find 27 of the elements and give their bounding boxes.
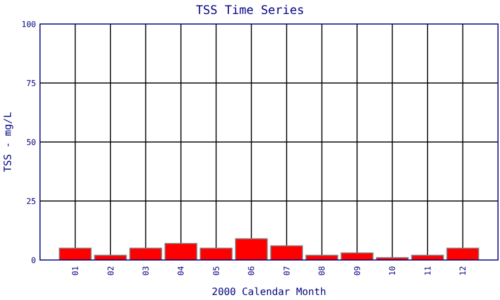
bar bbox=[58, 248, 92, 260]
bar bbox=[270, 245, 303, 260]
y-tick-label: 0 bbox=[31, 256, 36, 265]
y-tick-label: 25 bbox=[26, 196, 36, 206]
bar bbox=[446, 248, 480, 260]
x-tick-label: 08 bbox=[318, 266, 327, 276]
x-tick-label: 05 bbox=[212, 266, 221, 276]
bar bbox=[164, 242, 198, 260]
x-tick-label: 09 bbox=[352, 266, 362, 276]
bar bbox=[200, 248, 233, 260]
y-axis-title: TSS - mg/L bbox=[3, 112, 14, 172]
x-tick-label: 02 bbox=[106, 266, 116, 276]
y-tick-label: 100 bbox=[22, 20, 36, 29]
x-tick-label: 03 bbox=[141, 266, 150, 276]
bar bbox=[235, 238, 268, 260]
x-tick-label: 12 bbox=[458, 266, 468, 276]
y-tick-label: 75 bbox=[26, 78, 36, 88]
x-tick-label: 11 bbox=[423, 266, 432, 276]
chart-title: TSS Time Series bbox=[196, 3, 304, 17]
x-tick-label: 10 bbox=[388, 266, 398, 276]
x-axis-title: 2000 Calendar Month bbox=[212, 287, 326, 298]
x-tick-label: 07 bbox=[282, 266, 292, 276]
x-tick-label: 04 bbox=[176, 266, 186, 276]
x-tick-label: 01 bbox=[71, 266, 80, 276]
y-tick-label: 50 bbox=[26, 138, 36, 147]
bar bbox=[129, 248, 162, 260]
x-tick-label: 06 bbox=[247, 266, 256, 276]
